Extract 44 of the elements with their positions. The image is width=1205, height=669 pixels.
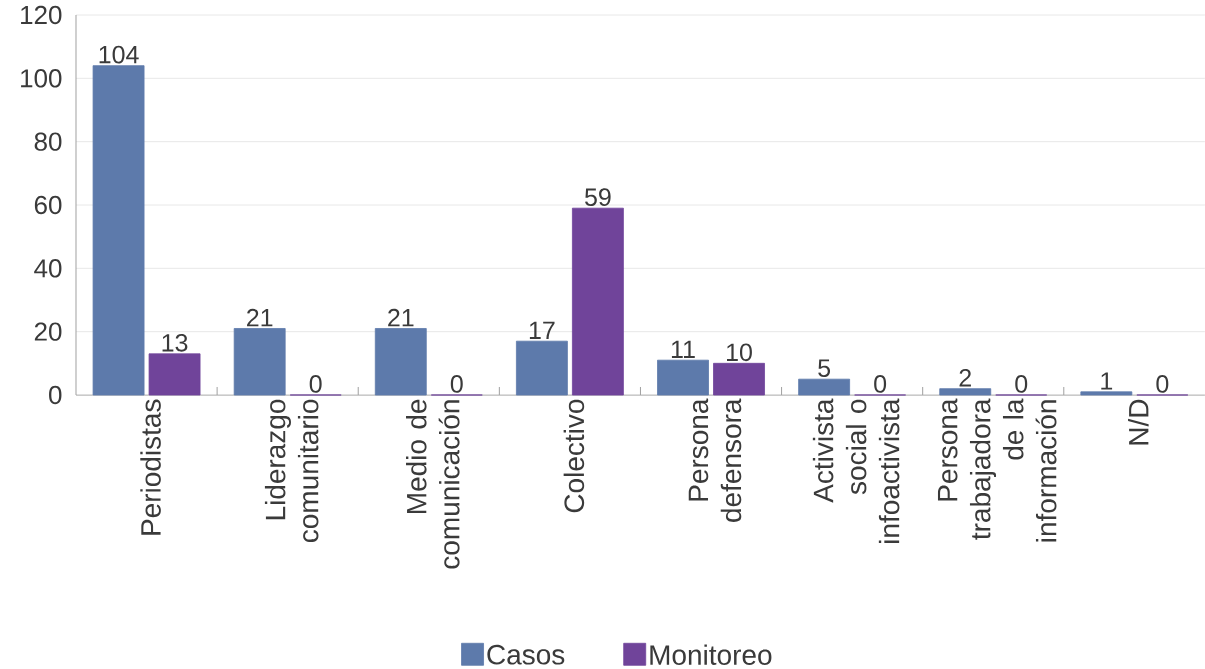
data-label: 13 (162, 333, 188, 352)
data-label: 0 (1156, 375, 1169, 393)
x-tick-label: Persona trabajadora de la información (937, 398, 1057, 542)
bar (798, 378, 851, 396)
x-tick-label: N/D (1128, 399, 1149, 445)
bar (92, 65, 145, 396)
bar (374, 328, 427, 396)
data-label: 0 (1015, 375, 1028, 393)
legend-label: Casos (487, 644, 565, 665)
x-tick-label: Colectivo (563, 399, 585, 513)
x-tick-label: Activista social o infoactivista (812, 398, 900, 543)
bar (1080, 391, 1133, 396)
x-tick-label: Liderazgo comunitario (264, 399, 319, 543)
data-label: 104 (99, 45, 139, 64)
x-tick-label: Medio de comunicación (406, 399, 460, 569)
x-tick-label: Periodistas (140, 399, 161, 535)
data-label: 0 (309, 375, 322, 393)
y-tick-label: 80 (34, 132, 62, 151)
bar (148, 353, 201, 396)
data-label: 5 (818, 359, 831, 377)
data-label: 1 (1101, 372, 1113, 390)
data-label: 11 (671, 340, 695, 358)
y-tick-label: 60 (34, 195, 62, 215)
y-tick-label: 0 (49, 385, 62, 405)
x-tick-label: Persona defensora (688, 398, 742, 522)
bar (233, 328, 286, 396)
bar (572, 207, 624, 396)
legend-label: Monitoreo (650, 644, 772, 665)
data-label: 0 (450, 375, 463, 393)
y-tick-label: 40 (34, 259, 62, 278)
data-label: 2 (959, 369, 971, 387)
bar (713, 362, 765, 396)
bar (939, 388, 992, 396)
bar (657, 359, 709, 396)
data-label: 21 (247, 308, 273, 327)
data-label: 59 (585, 188, 611, 206)
data-label: 21 (388, 308, 414, 327)
y-tick-label: 120 (21, 5, 62, 25)
y-tick-label: 20 (34, 322, 62, 341)
data-label: 10 (727, 343, 752, 362)
y-tick-label: 100 (21, 69, 62, 88)
bar (516, 340, 568, 396)
data-label: 17 (529, 321, 555, 339)
data-label: 0 (874, 375, 887, 393)
